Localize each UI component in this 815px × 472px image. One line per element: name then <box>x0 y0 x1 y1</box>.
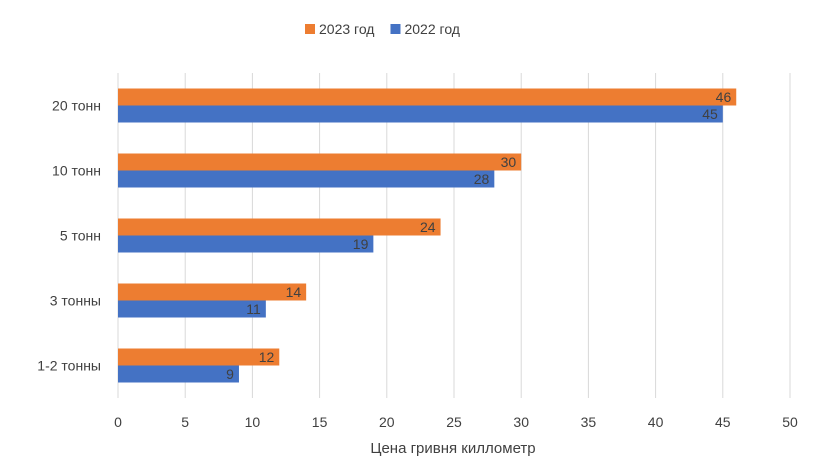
data-label: 12 <box>259 349 275 365</box>
x-tick-label: 10 <box>245 414 261 430</box>
x-tick-label: 30 <box>513 414 529 430</box>
category-axis: 20 тонн 10 тонн 5 тонн 3 тонны 1-2 тонны <box>37 98 101 374</box>
y-tick-label: 1-2 тонны <box>37 358 101 374</box>
x-tick-label: 0 <box>114 414 122 430</box>
bar-2023-год-3 <box>118 283 307 301</box>
x-tick-label: 45 <box>715 414 731 430</box>
x-tick-label: 5 <box>181 414 189 430</box>
bar-2022-год-3 <box>118 300 266 318</box>
y-tick-label: 10 тонн <box>52 163 101 179</box>
bar-2022-год-0 <box>118 105 723 123</box>
data-label: 19 <box>353 236 369 252</box>
x-tick-label: 40 <box>648 414 664 430</box>
x-tick-label: 20 <box>379 414 395 430</box>
x-tick-label: 50 <box>782 414 798 430</box>
legend-swatch <box>305 24 315 34</box>
data-label: 24 <box>420 219 436 235</box>
x-tick-label: 25 <box>446 414 462 430</box>
data-label: 30 <box>501 154 517 170</box>
y-tick-label: 5 тонн <box>60 228 101 244</box>
x-axis-title: Цена гривня киллометр <box>370 440 535 457</box>
bar-2023-год-0 <box>118 88 737 106</box>
legend-label: 2022 год <box>404 21 459 37</box>
x-tick-label: 15 <box>312 414 328 430</box>
data-label: 9 <box>226 366 234 382</box>
bar-2023-год-4 <box>118 348 280 366</box>
y-tick-label: 3 тонны <box>50 293 101 309</box>
legend-swatch <box>390 24 401 34</box>
value-axis: 0 5 10 15 20 25 30 35 40 45 50 <box>114 414 798 430</box>
x-tick-label: 35 <box>581 414 597 430</box>
bar-2022-год-2 <box>118 235 374 253</box>
legend: 2023 год 2022 год <box>305 21 460 37</box>
legend-label: 2023 год <box>319 21 374 37</box>
bar-2022-год-4 <box>118 365 239 383</box>
data-label: 11 <box>246 301 261 317</box>
bar-2023-год-2 <box>118 218 441 236</box>
data-label: 46 <box>716 89 732 105</box>
data-label: 28 <box>474 171 490 187</box>
y-tick-label: 20 тонн <box>52 98 101 114</box>
bar-2023-год-1 <box>118 153 522 171</box>
data-label: 45 <box>702 106 718 122</box>
data-label: 14 <box>286 284 302 300</box>
bar-2022-год-1 <box>118 170 495 188</box>
